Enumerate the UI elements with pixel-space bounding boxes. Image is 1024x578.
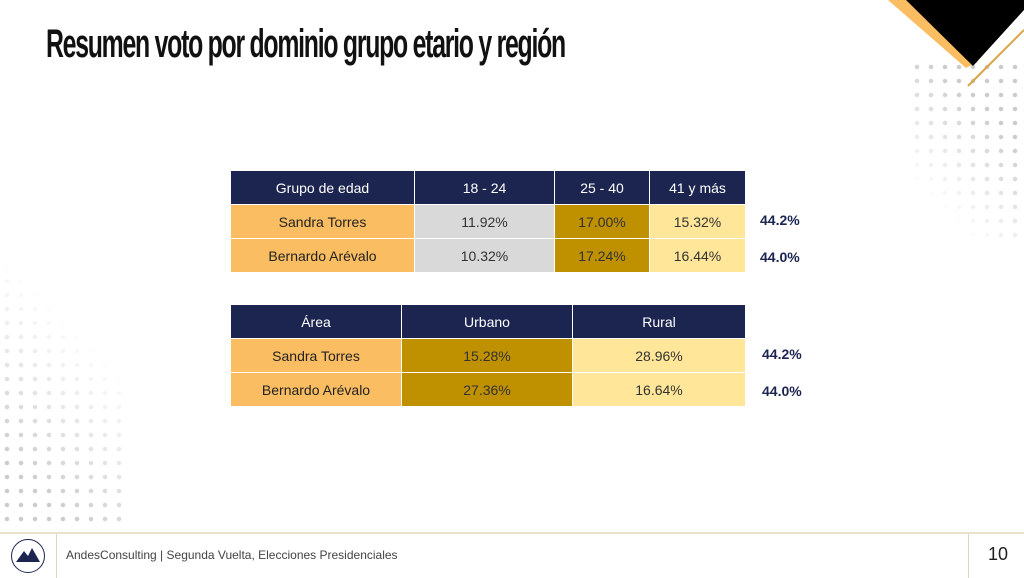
area-table: Área Urbano Rural Sandra Torres 15.28% 2… — [230, 304, 746, 407]
corner-decoration — [888, 0, 1024, 87]
page-number: 10 — [988, 544, 1009, 564]
candidate-name: Bernardo Arévalo — [230, 372, 402, 407]
value-cell: 27.36% — [401, 372, 573, 407]
header-cell: Área — [230, 304, 402, 339]
candidate-name: Sandra Torres — [230, 204, 415, 239]
table-header-row: Área Urbano Rural — [230, 304, 746, 339]
mountain-logo-icon — [11, 539, 45, 573]
footer-text: AndesConsulting | Segunda Vuelta, Elecci… — [66, 548, 398, 562]
total-value: 44.0% — [760, 249, 800, 265]
decorative-dots — [0, 260, 130, 530]
header-cell: Urbano — [401, 304, 573, 339]
table-row: Bernardo Arévalo 27.36% 16.64% — [230, 372, 746, 407]
footer: AndesConsulting | Segunda Vuelta, Elecci… — [0, 532, 1024, 578]
table-header-row: Grupo de edad 18 - 24 25 - 40 41 y más — [230, 170, 746, 205]
candidate-name: Sandra Torres — [230, 338, 402, 373]
age-group-table: Grupo de edad 18 - 24 25 - 40 41 y más S… — [230, 170, 746, 273]
header-cell: 41 y más — [649, 170, 746, 205]
table-row: Bernardo Arévalo 10.32% 17.24% 16.44% — [230, 238, 746, 273]
value-cell: 28.96% — [572, 338, 746, 373]
decorative-dots — [910, 60, 1024, 240]
table-row: Sandra Torres 15.28% 28.96% — [230, 338, 746, 373]
value-cell: 10.32% — [414, 238, 555, 273]
value-cell: 11.92% — [414, 204, 555, 239]
header-cell: Rural — [572, 304, 746, 339]
table-row: Sandra Torres 11.92% 17.00% 15.32% — [230, 204, 746, 239]
value-cell: 16.44% — [649, 238, 746, 273]
total-value: 44.2% — [762, 346, 802, 362]
candidate-name: Bernardo Arévalo — [230, 238, 415, 273]
total-value: 44.0% — [762, 383, 802, 399]
header-cell: Grupo de edad — [230, 170, 415, 205]
header-cell: 18 - 24 — [414, 170, 555, 205]
value-cell: 16.64% — [572, 372, 746, 407]
page-title: Resumen voto por dominio grupo etario y … — [46, 22, 566, 66]
total-value: 44.2% — [760, 212, 800, 228]
value-cell: 15.28% — [401, 338, 573, 373]
value-cell: 17.24% — [554, 238, 650, 273]
value-cell: 17.00% — [554, 204, 650, 239]
header-cell: 25 - 40 — [554, 170, 650, 205]
divider — [968, 534, 969, 578]
value-cell: 15.32% — [649, 204, 746, 239]
divider — [56, 534, 57, 578]
